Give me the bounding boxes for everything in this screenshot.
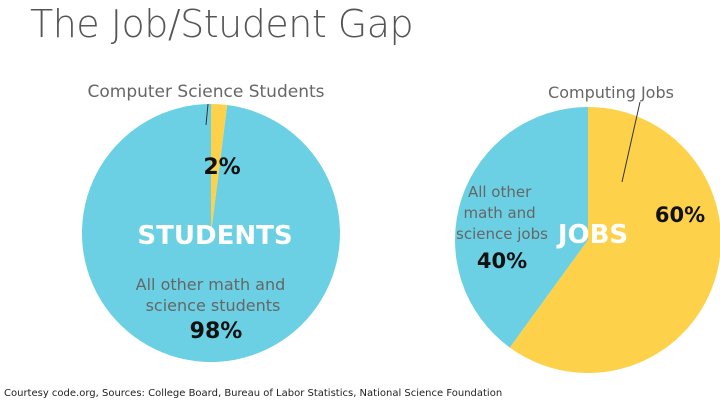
- pie-slice-computing-jobs: [509, 107, 720, 373]
- leader-line-computing-jobs: [621, 101, 641, 183]
- pie-slice-cs-students: [211, 104, 228, 233]
- pie-slice-other-students: [81, 104, 340, 362]
- slice-label-cs-students: 2%: [203, 155, 240, 180]
- slice-name-cs-students: Computer Science Students: [88, 82, 325, 102]
- students-pie: Computer Science Students 2% STUDENTS Al…: [81, 82, 340, 362]
- source-footnote: Courtesy code.org, Sources: College Boar…: [4, 388, 503, 399]
- jobs-pie: Computing Jobs 60% JOBS All other math a…: [454, 83, 720, 373]
- pie-center-label-students: STUDENTS: [137, 221, 292, 251]
- pie-center-label-jobs: JOBS: [556, 220, 628, 250]
- slice-label-other-students: 98%: [190, 319, 243, 344]
- pie-slice-other-jobs: [454, 107, 588, 348]
- slice-name-other-students: All other math and science students: [136, 275, 291, 315]
- page-title: The Job/Student Gap: [30, 2, 414, 46]
- slice-name-computing-jobs: Computing Jobs: [548, 83, 674, 102]
- slice-name-other-jobs: All other math and science jobs: [456, 183, 548, 243]
- slice-label-computing-jobs: 60%: [655, 203, 705, 227]
- slice-label-other-jobs: 40%: [477, 249, 527, 273]
- leader-line-cs-students: [205, 103, 209, 126]
